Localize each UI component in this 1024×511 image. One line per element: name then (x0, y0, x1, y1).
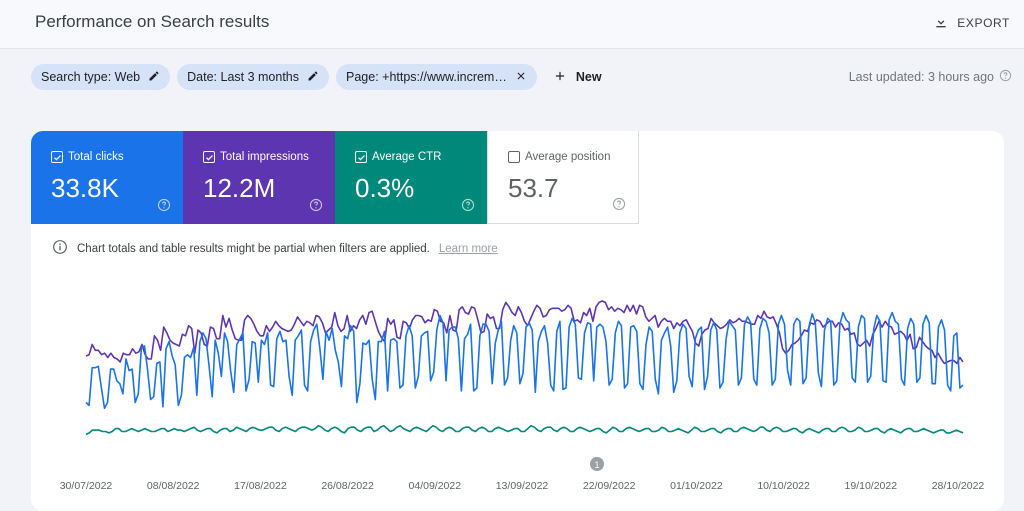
metric-tile-average-position[interactable]: Average position 53.7 (487, 131, 639, 224)
metric-value: 53.7 (508, 173, 559, 203)
x-tick-label: 17/08/2022 (234, 480, 287, 492)
checkbox-checked[interactable] (355, 151, 367, 163)
metric-label: Total impressions (220, 151, 309, 163)
filter-chip-label: Page: +https://www.increm… (346, 70, 507, 84)
filter-chip-search-type[interactable]: Search type: Web (31, 64, 171, 90)
x-tick-label: 10/10/2022 (757, 480, 810, 492)
download-icon (933, 14, 949, 33)
help-icon[interactable] (612, 197, 626, 211)
metric-label-row: Average position (508, 151, 610, 163)
edit-icon[interactable] (307, 70, 319, 85)
series-line-0 (85, 300, 964, 365)
close-icon[interactable] (515, 70, 527, 85)
series-line-1 (85, 311, 964, 410)
metric-label-row: Total impressions (203, 151, 309, 163)
learn-more-link[interactable]: Learn more (438, 242, 498, 255)
metric-label-row: Total clicks (51, 151, 124, 163)
annotation-marker[interactable] (590, 457, 604, 471)
edit-icon[interactable] (148, 70, 160, 85)
help-icon[interactable] (999, 69, 1012, 85)
performance-card: Total clicks 33.8K Total impressions 12.… (31, 131, 1004, 511)
metric-tile-average-ctr[interactable]: Average CTR 0.3% (335, 131, 487, 224)
x-tick-label: 13/09/2022 (496, 480, 549, 492)
checkbox-checked[interactable] (203, 151, 215, 163)
last-updated: Last updated: 3 hours ago (849, 69, 1012, 85)
filter-chip-label: Search type: Web (41, 70, 141, 84)
export-button[interactable]: EXPORT (933, 14, 1010, 32)
page-title: Performance on Search results (35, 12, 270, 31)
info-icon (52, 239, 68, 258)
metric-value: 33.8K (51, 173, 119, 203)
new-filter-label: New (575, 70, 602, 84)
notice-text: Chart totals and table results might be … (77, 242, 430, 255)
metric-label: Average CTR (372, 151, 442, 163)
checkbox-checked[interactable] (51, 151, 63, 163)
page-header: Performance on Search results EXPORT (0, 0, 1024, 49)
plus-icon (553, 69, 567, 86)
checkbox-unchecked[interactable] (508, 151, 520, 163)
filter-chip-page[interactable]: Page: +https://www.increm… (336, 64, 537, 90)
chart-x-axis: 30/07/2022 08/08/2022 17/08/2022 26/08/2022… (60, 480, 985, 492)
metric-tile-total-impressions[interactable]: Total impressions 12.2M (183, 131, 335, 224)
performance-chart: 1 30/07/2022 08/08/2022 17/08/2022 26/08/20… (60, 300, 985, 492)
annotation-label: 1 (594, 460, 599, 470)
x-tick-label: 08/08/2022 (147, 480, 200, 492)
x-tick-label: 30/07/2022 (60, 480, 113, 492)
export-label: EXPORT (957, 16, 1010, 30)
x-tick-label: 26/08/2022 (321, 480, 374, 492)
metric-label: Average position (525, 151, 611, 163)
chart-annotation[interactable]: 1 (590, 457, 604, 471)
metric-label-row: Average CTR (355, 151, 441, 163)
metric-tiles: Total clicks 33.8K Total impressions 12.… (31, 131, 639, 224)
chart-lines (85, 300, 964, 436)
new-filter-button[interactable]: New (553, 69, 602, 86)
filter-chip-label: Date: Last 3 months (187, 70, 300, 84)
last-updated-text: Last updated: 3 hours ago (848, 70, 994, 84)
metric-value: 12.2M (203, 173, 276, 203)
x-tick-label: 04/09/2022 (409, 480, 462, 492)
x-tick-label: 28/10/2022 (932, 480, 985, 492)
metric-tile-total-clicks[interactable]: Total clicks 33.8K (31, 131, 183, 224)
help-icon[interactable] (157, 198, 171, 212)
partial-data-notice: Chart totals and table results might be … (52, 239, 498, 258)
x-tick-label: 19/10/2022 (845, 480, 898, 492)
metric-value: 0.3% (355, 173, 415, 203)
help-icon[interactable] (461, 198, 475, 212)
help-icon[interactable] (309, 198, 323, 212)
metric-label: Total clicks (68, 151, 124, 163)
filter-chip-date[interactable]: Date: Last 3 months (177, 64, 330, 90)
x-tick-label: 22/09/2022 (583, 480, 636, 492)
filter-bar: Search type: Web Date: Last 3 months Pag… (31, 64, 602, 90)
x-tick-label: 01/10/2022 (670, 480, 723, 492)
series-line-2 (85, 424, 964, 436)
